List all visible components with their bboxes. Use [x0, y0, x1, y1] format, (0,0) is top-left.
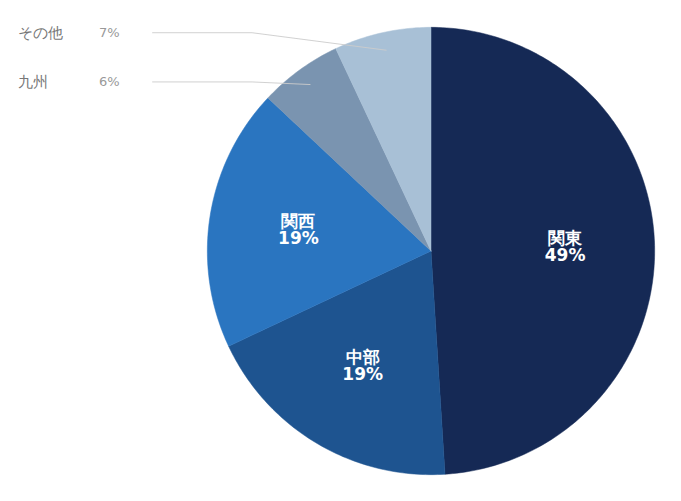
- svg-text:6%: 6%: [99, 74, 120, 89]
- svg-text:中部19%: 中部19%: [342, 347, 383, 384]
- svg-text:九州: 九州: [18, 73, 48, 91]
- svg-text:関東49%: 関東49%: [545, 228, 586, 265]
- svg-text:その他: その他: [18, 24, 63, 42]
- svg-text:7%: 7%: [99, 25, 120, 40]
- svg-text:関西19%: 関西19%: [278, 211, 319, 248]
